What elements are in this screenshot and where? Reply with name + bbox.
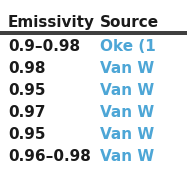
Text: Source: Source xyxy=(100,15,159,30)
Text: Van W: Van W xyxy=(100,127,154,142)
Text: 0.95: 0.95 xyxy=(8,127,45,142)
Text: Van W: Van W xyxy=(100,83,154,98)
Text: Oke (1: Oke (1 xyxy=(100,39,156,54)
Text: Van W: Van W xyxy=(100,61,154,76)
Text: 0.96–0.98: 0.96–0.98 xyxy=(8,149,91,164)
Text: 0.95: 0.95 xyxy=(8,83,45,98)
Text: 0.98: 0.98 xyxy=(8,61,45,76)
Text: 0.97: 0.97 xyxy=(8,105,45,120)
Text: 0.9–0.98: 0.9–0.98 xyxy=(8,39,80,54)
Text: Van W: Van W xyxy=(100,149,154,164)
Text: Van W: Van W xyxy=(100,105,154,120)
Text: Emissivity: Emissivity xyxy=(8,15,95,30)
